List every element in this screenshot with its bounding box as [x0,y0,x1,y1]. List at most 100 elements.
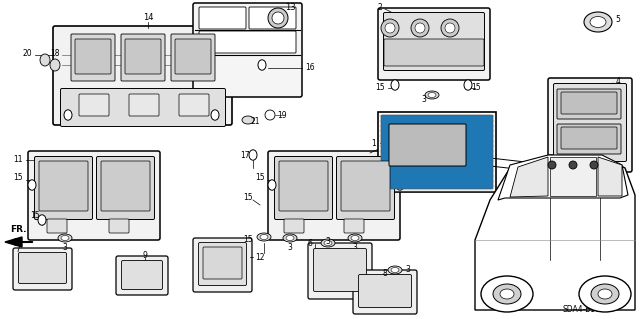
Text: 15: 15 [243,235,253,244]
FancyBboxPatch shape [268,151,400,240]
FancyBboxPatch shape [125,39,161,74]
Text: 14: 14 [143,13,153,23]
FancyBboxPatch shape [275,157,333,219]
Text: 17: 17 [240,151,250,160]
Ellipse shape [441,19,459,37]
Text: 15: 15 [255,174,265,182]
Ellipse shape [58,234,72,242]
FancyBboxPatch shape [203,247,242,279]
Text: 15: 15 [375,84,385,93]
Polygon shape [550,157,596,196]
Ellipse shape [411,19,429,37]
Ellipse shape [396,180,404,190]
FancyArrowPatch shape [10,239,32,245]
Text: 3: 3 [406,265,410,275]
FancyBboxPatch shape [109,219,129,233]
FancyBboxPatch shape [314,249,367,292]
FancyBboxPatch shape [61,88,225,127]
FancyBboxPatch shape [71,34,115,81]
FancyBboxPatch shape [53,26,232,125]
Text: 15: 15 [13,174,23,182]
FancyBboxPatch shape [79,94,109,116]
Text: 3: 3 [287,243,292,253]
FancyBboxPatch shape [28,151,160,240]
FancyBboxPatch shape [344,219,364,233]
Ellipse shape [425,91,439,99]
FancyBboxPatch shape [171,34,215,81]
Text: 10: 10 [385,143,395,152]
Ellipse shape [500,289,514,299]
Polygon shape [475,155,635,310]
Polygon shape [598,157,622,196]
Ellipse shape [385,23,395,33]
Ellipse shape [321,239,335,247]
Ellipse shape [590,161,598,169]
Ellipse shape [548,161,556,169]
Ellipse shape [579,276,631,312]
FancyBboxPatch shape [116,256,168,295]
FancyBboxPatch shape [97,157,154,219]
FancyBboxPatch shape [179,94,209,116]
Ellipse shape [64,110,72,120]
Polygon shape [510,157,548,197]
FancyBboxPatch shape [175,39,211,74]
Ellipse shape [351,235,359,241]
Text: 3: 3 [353,243,357,253]
Ellipse shape [388,266,402,274]
FancyBboxPatch shape [35,157,93,219]
Text: 3: 3 [422,95,426,105]
FancyBboxPatch shape [561,127,617,149]
FancyBboxPatch shape [561,92,617,114]
Ellipse shape [260,234,268,240]
Ellipse shape [493,284,521,304]
Polygon shape [498,155,628,200]
Ellipse shape [348,234,362,242]
FancyBboxPatch shape [249,7,296,29]
Ellipse shape [428,93,436,98]
Ellipse shape [61,235,69,241]
FancyBboxPatch shape [557,124,621,154]
Ellipse shape [598,289,612,299]
Text: 16: 16 [305,63,315,72]
FancyBboxPatch shape [101,161,150,211]
Text: 19: 19 [277,110,287,120]
Ellipse shape [283,234,297,242]
FancyBboxPatch shape [129,94,159,116]
Polygon shape [5,237,22,247]
FancyBboxPatch shape [199,7,246,29]
Text: 3: 3 [63,243,67,253]
Ellipse shape [268,180,276,190]
Text: 3: 3 [326,236,330,246]
Ellipse shape [272,12,284,24]
Text: SDA4-B1000: SDA4-B1000 [563,306,610,315]
Ellipse shape [415,23,425,33]
Ellipse shape [584,12,612,32]
FancyBboxPatch shape [337,157,394,219]
Ellipse shape [265,110,275,120]
Text: 8: 8 [383,270,387,278]
Text: 15: 15 [30,211,40,219]
Ellipse shape [391,80,399,90]
Text: 4: 4 [616,78,620,86]
Text: 2: 2 [378,4,382,12]
Text: 20: 20 [22,48,32,57]
FancyBboxPatch shape [358,275,412,308]
Ellipse shape [464,80,472,90]
FancyBboxPatch shape [384,39,484,66]
Ellipse shape [50,59,60,71]
FancyBboxPatch shape [378,8,490,80]
FancyBboxPatch shape [279,161,328,211]
Ellipse shape [38,215,46,225]
Ellipse shape [324,241,332,246]
FancyBboxPatch shape [199,31,296,53]
Ellipse shape [590,17,606,27]
FancyBboxPatch shape [122,261,163,290]
FancyBboxPatch shape [284,219,304,233]
Ellipse shape [249,150,257,160]
Bar [378,112,496,192]
FancyBboxPatch shape [381,115,493,189]
Text: 15: 15 [243,194,253,203]
Text: 18: 18 [51,48,60,57]
Ellipse shape [481,276,533,312]
FancyBboxPatch shape [47,219,67,233]
